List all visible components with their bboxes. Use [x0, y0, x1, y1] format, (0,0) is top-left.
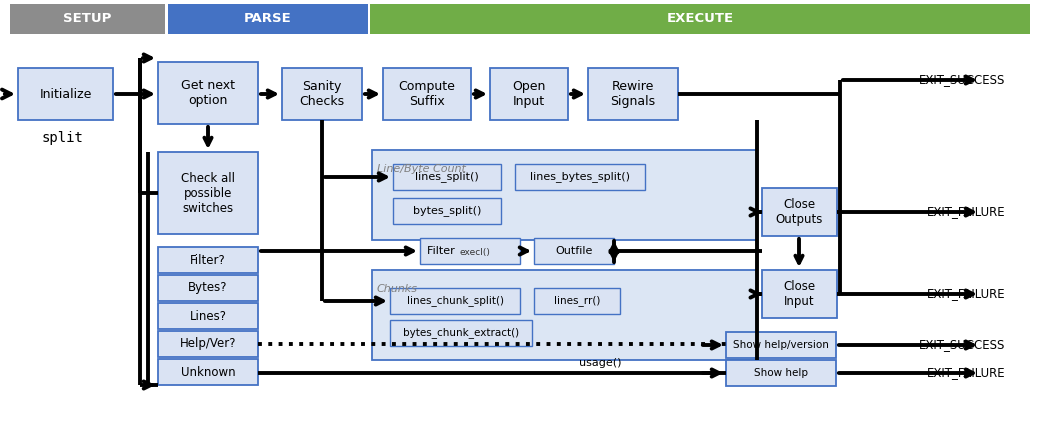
Text: Open
Input: Open Input [513, 80, 546, 108]
Bar [18, 68, 113, 120]
Bar [726, 360, 836, 386]
Text: Get next
option: Get next option [181, 79, 235, 107]
Text: EXIT_FAILURE: EXIT_FAILURE [927, 367, 1005, 379]
Text: usage(): usage() [578, 358, 621, 368]
Bar [372, 270, 757, 360]
Bar [158, 275, 258, 301]
Bar [390, 288, 520, 314]
Bar [515, 164, 645, 190]
Text: Close
Input: Close Input [783, 280, 815, 308]
Text: Help/Ver?: Help/Ver? [180, 337, 236, 351]
Bar [372, 150, 757, 240]
Text: lines_rr(): lines_rr() [554, 296, 600, 306]
Text: bytes_chunk_extract(): bytes_chunk_extract() [402, 327, 519, 338]
Bar [420, 238, 520, 264]
Text: Compute
Suffix: Compute Suffix [398, 80, 456, 108]
Bar [762, 270, 837, 318]
Text: EXECUTE: EXECUTE [667, 12, 733, 26]
Bar [383, 68, 471, 120]
Bar [393, 164, 501, 190]
Bar [762, 188, 837, 236]
Bar [534, 238, 614, 264]
Text: split: split [41, 131, 83, 145]
Bar [158, 62, 258, 124]
Bar [370, 4, 1030, 34]
Bar [10, 4, 165, 34]
Text: Close
Outputs: Close Outputs [776, 198, 824, 226]
Text: Show help/version: Show help/version [733, 340, 829, 350]
Text: Unknown: Unknown [181, 366, 235, 378]
Text: Check all
possible
switches: Check all possible switches [181, 172, 235, 214]
Text: lines_chunk_split(): lines_chunk_split() [407, 296, 503, 306]
Bar [282, 68, 362, 120]
Text: Filter: Filter [426, 246, 458, 256]
Text: Chunks: Chunks [378, 284, 418, 294]
Bar [490, 68, 568, 120]
Text: Initialize: Initialize [40, 88, 92, 100]
Bar [726, 332, 836, 358]
Text: Line/Byte Count: Line/Byte Count [378, 164, 466, 174]
Bar [390, 320, 532, 346]
Bar [158, 152, 258, 234]
Text: EXIT_SUCCESS: EXIT_SUCCESS [918, 338, 1005, 352]
Text: Lines?: Lines? [189, 309, 227, 323]
Text: EXIT_SUCCESS: EXIT_SUCCESS [918, 73, 1005, 87]
Bar [158, 247, 258, 273]
Bar [168, 4, 368, 34]
Bar [534, 288, 620, 314]
Text: bytes_split(): bytes_split() [413, 205, 482, 216]
Text: EXIT_FAILURE: EXIT_FAILURE [927, 205, 1005, 219]
Bar [393, 198, 501, 224]
Text: Show help: Show help [754, 368, 808, 378]
Bar [588, 68, 678, 120]
Bar [158, 303, 258, 329]
Text: Sanity
Checks: Sanity Checks [300, 80, 344, 108]
Text: lines_split(): lines_split() [415, 172, 478, 183]
Text: Bytes?: Bytes? [188, 282, 228, 294]
Text: lines_bytes_split(): lines_bytes_split() [530, 172, 630, 183]
Text: Rewire
Signals: Rewire Signals [610, 80, 655, 108]
Text: execl(): execl() [460, 249, 491, 257]
Text: PARSE: PARSE [244, 12, 292, 26]
Text: SETUP: SETUP [63, 12, 111, 26]
Text: EXIT_FAILURE: EXIT_FAILURE [927, 287, 1005, 301]
Bar [158, 359, 258, 385]
Bar [158, 331, 258, 357]
Text: Outfile: Outfile [555, 246, 593, 256]
Text: Filter?: Filter? [190, 253, 226, 267]
